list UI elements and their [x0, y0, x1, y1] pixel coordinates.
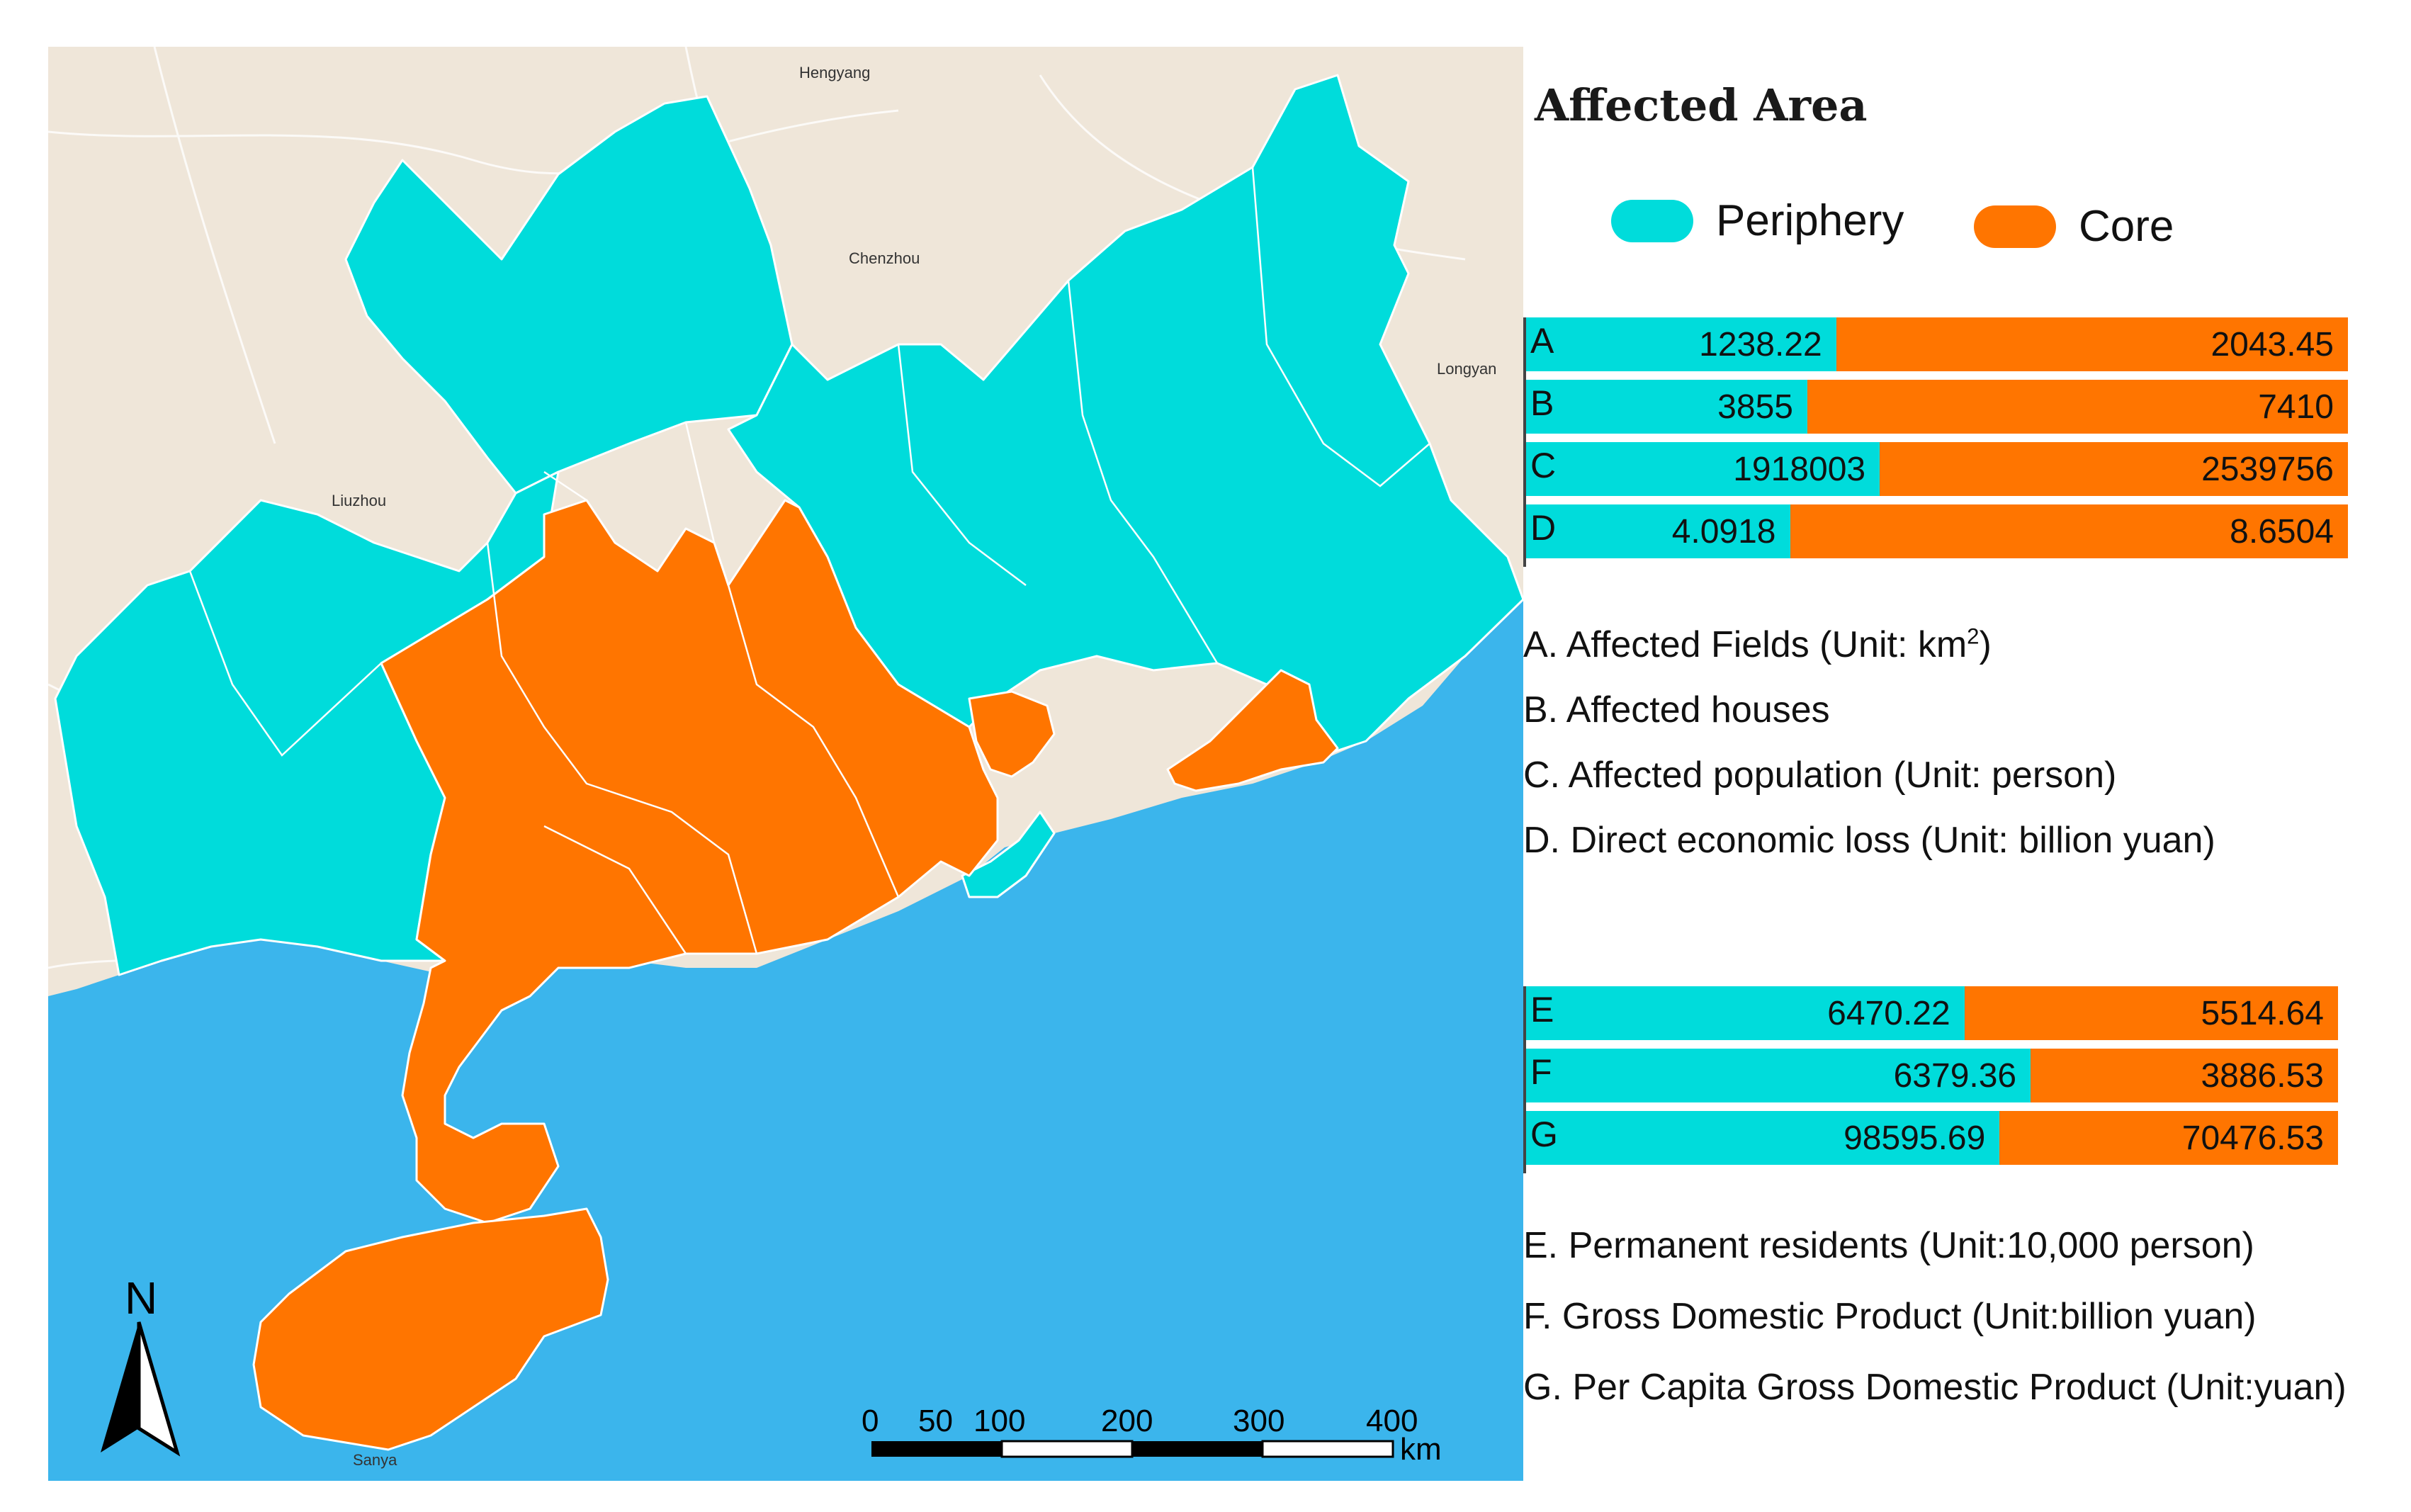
legend-label-periphery: Periphery [1716, 196, 1904, 245]
core-region-hainan [252, 1207, 609, 1451]
scale-tick-50: 50 [918, 1404, 953, 1438]
bar-row-label: D [1530, 508, 1557, 548]
region-boundaries [188, 167, 1430, 954]
bar-segment-core: 70476.53 [1999, 1111, 2338, 1165]
bar-row-e: E 6470.22 5514.64 [1526, 986, 2338, 1040]
legend-item-core: Core [1974, 201, 2174, 252]
bar-segment-periphery: 6379.36 [1526, 1049, 2031, 1102]
scale-tick-400: 400 [1366, 1404, 1418, 1438]
desc-d: D. Direct economic loss (Unit: billion y… [1523, 820, 2215, 861]
bar-row-g: G 98595.69 70476.53 [1526, 1111, 2338, 1165]
bar-row-c: C 1918003 2539756 [1526, 442, 2348, 496]
city-label-sanya: Sanya [353, 1451, 397, 1469]
periphery-region-north-west [344, 95, 794, 495]
bar-row-a: A 1238.22 2043.45 [1526, 317, 2348, 371]
city-label-hengyang: Hengyang [799, 64, 870, 81]
bar-segment-core: 8.6504 [1790, 504, 2348, 558]
desc-b: B. Affected houses [1523, 689, 1830, 730]
city-label-longyan: Longyan [1437, 360, 1496, 378]
north-arrow-shape-right [137, 1321, 181, 1457]
legend-panel: Affected Area Periphery Core A 1238.22 204… [1523, 0, 2411, 1512]
scale-tick-300: 300 [1233, 1404, 1284, 1438]
scale-segment-2 [1000, 1440, 1134, 1458]
bar-segment-periphery: 4.0918 [1526, 504, 1790, 558]
bar-row-label: B [1530, 383, 1554, 423]
bar-segment-periphery: 6470.22 [1526, 986, 1965, 1040]
map-canvas: Hengyang Chenzhou Longyan Liuzhou Sanya … [48, 47, 1523, 1481]
periphery-region-pearl-delta [961, 811, 1056, 898]
bar-group-bottom: E 6470.22 5514.64 F 6379.36 3886.53 G 98595.69 7… [1523, 986, 2338, 1173]
bar-segment-periphery: 3855 [1526, 380, 1807, 434]
scale-tick-100: 100 [973, 1404, 1025, 1438]
legend-title: Affected Area [1535, 79, 1868, 131]
scale-segment-3 [1132, 1441, 1263, 1457]
bar-row-d: D 4.0918 8.6504 [1526, 504, 2348, 558]
legend-label-core: Core [2079, 202, 2174, 251]
core-region-shantou [1166, 669, 1339, 792]
city-label-liuzhou: Liuzhou [332, 492, 386, 509]
north-arrow-label: N [125, 1273, 157, 1324]
bar-row-label: A [1530, 321, 1554, 361]
bar-segment-core: 3886.53 [2031, 1049, 2338, 1102]
legend-item-periphery: Periphery [1611, 196, 1904, 246]
bar-segment-core: 7410 [1807, 380, 2348, 434]
desc-g: G. Per Capita Gross Domestic Product (Un… [1523, 1367, 2347, 1408]
bar-segment-periphery: 1918003 [1526, 442, 1880, 496]
legend-swatch-periphery [1611, 199, 1693, 242]
scale-unit: km [1400, 1432, 1442, 1467]
scale-segment-1 [871, 1441, 1002, 1457]
scale-bar: 0 50 100 200 300 400 km [862, 1404, 1442, 1467]
bar-row-label: E [1530, 990, 1554, 1029]
bar-segment-periphery: 1238.22 [1526, 317, 1836, 371]
desc-e: E. Permanent residents (Unit:10,000 pers… [1523, 1225, 2254, 1266]
bar-row-label: F [1530, 1052, 1552, 1092]
bar-segment-core: 5514.64 [1964, 986, 2338, 1040]
north-arrow: N [101, 1273, 181, 1457]
bar-row-label: G [1530, 1115, 1558, 1154]
bar-row-label: C [1530, 446, 1557, 485]
scale-tick-200: 200 [1101, 1404, 1153, 1438]
map-panel: Hengyang Chenzhou Longyan Liuzhou Sanya … [48, 47, 1523, 1481]
bar-row-b: B 3855 7410 [1526, 380, 2348, 434]
bar-segment-core: 2539756 [1880, 442, 2348, 496]
legend-swatch-core [1974, 205, 2056, 248]
desc-c: C. Affected population (Unit: person) [1523, 755, 2117, 796]
bar-row-f: F 6379.36 3886.53 [1526, 1049, 2338, 1102]
desc-a: A. Affected Fields (Unit: km2) [1523, 624, 1992, 665]
city-label-chenzhou: Chenzhou [849, 249, 920, 267]
bar-group-top: A 1238.22 2043.45 B 3855 7410 C 1918003 2539756 D… [1523, 317, 2348, 567]
bar-segment-core: 2043.45 [1836, 317, 2348, 371]
bar-segment-periphery: 98595.69 [1526, 1111, 2000, 1165]
scale-tick-0: 0 [862, 1404, 879, 1438]
desc-f: F. Gross Domestic Product (Unit:billion … [1523, 1296, 2257, 1337]
scale-segment-4 [1261, 1440, 1394, 1458]
core-region-shenzhen [968, 690, 1056, 778]
north-arrow-shape-left [101, 1322, 139, 1452]
